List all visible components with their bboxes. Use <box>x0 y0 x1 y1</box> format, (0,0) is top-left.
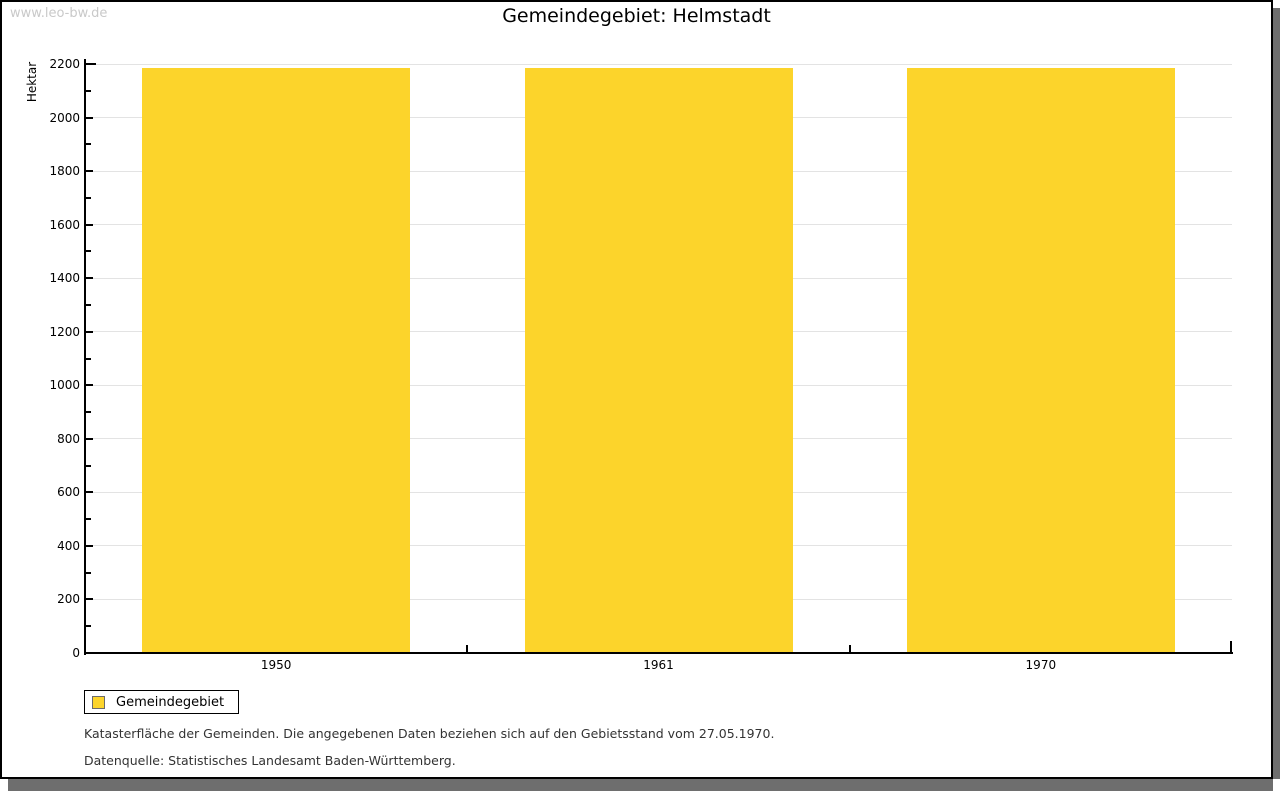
y-minor-tick <box>86 143 91 146</box>
x-tick-label: 1970 <box>1025 658 1057 672</box>
y-major-tick <box>86 491 93 494</box>
y-major-tick <box>86 330 93 333</box>
y-major-tick <box>86 223 93 226</box>
y-major-tick <box>86 384 93 387</box>
y-tick-label: 800 <box>57 431 80 446</box>
y-major-tick <box>86 170 93 173</box>
y-minor-tick <box>86 250 91 253</box>
gridline <box>86 63 1232 65</box>
frame-shadow-bottom <box>8 779 1273 791</box>
bar-1961 <box>524 68 793 653</box>
legend-swatch-icon <box>92 695 105 709</box>
y-minor-tick <box>86 411 91 414</box>
y-tick-label: 0 <box>72 646 80 660</box>
y-minor-tick <box>86 303 91 306</box>
footnote-gebietsstand: Katasterfläche der Gemeinden. Die angege… <box>84 726 775 741</box>
legend-label: Gemeindegebiet <box>116 694 225 710</box>
y-minor-tick <box>86 464 91 467</box>
y-tick-label: 2200 <box>49 57 80 71</box>
y-tick-label: 1800 <box>49 164 80 179</box>
y-tick-label: 2000 <box>49 110 80 125</box>
y-major-tick <box>86 598 93 601</box>
plot-area: Hektar 0 200 400 600 800 1000 1200 1400 1600 1800… <box>2 2 1271 777</box>
y-tick-label: 1000 <box>49 378 80 393</box>
x-axis-end-cap <box>1230 641 1232 653</box>
x-tick-label: 1950 <box>260 658 292 672</box>
y-minor-tick <box>86 196 91 199</box>
y-major-tick <box>86 116 93 119</box>
x-tick-label: 1961 <box>643 658 674 672</box>
bar-1970 <box>906 68 1175 653</box>
chart-frame: www.leo-bw.de Gemeindegebiet: Helmstadt … <box>0 0 1273 779</box>
legend-box: Gemeindegebiet <box>84 690 240 714</box>
y-tick-label: 1200 <box>49 324 80 339</box>
y-tick-label: 1600 <box>49 217 80 232</box>
chart-title: Gemeindegebiet: Helmstadt <box>502 5 771 27</box>
y-tick-label: 200 <box>57 592 80 607</box>
y-minor-tick <box>86 571 91 574</box>
footnote-datenquelle: Datenquelle: Statistisches Landesamt Bad… <box>84 753 456 768</box>
bar-1950 <box>142 68 411 653</box>
y-minor-tick <box>86 625 91 628</box>
x-axis-line <box>84 652 1233 654</box>
y-tick-label: 400 <box>57 538 80 553</box>
y-axis-top-cap <box>85 63 96 65</box>
y-axis-line <box>84 59 86 655</box>
y-minor-tick <box>86 357 91 360</box>
frame-shadow-right <box>1273 8 1280 779</box>
y-minor-tick <box>86 89 91 92</box>
watermark: www.leo-bw.de <box>10 6 108 21</box>
category-separator-tick <box>466 645 469 653</box>
category-separator-tick <box>848 645 851 653</box>
y-minor-tick <box>86 518 91 521</box>
y-major-tick <box>86 277 93 280</box>
y-tick-label: 1400 <box>49 271 80 286</box>
y-major-tick <box>86 437 93 440</box>
y-major-tick <box>86 544 93 547</box>
y-tick-label: 600 <box>57 485 80 500</box>
